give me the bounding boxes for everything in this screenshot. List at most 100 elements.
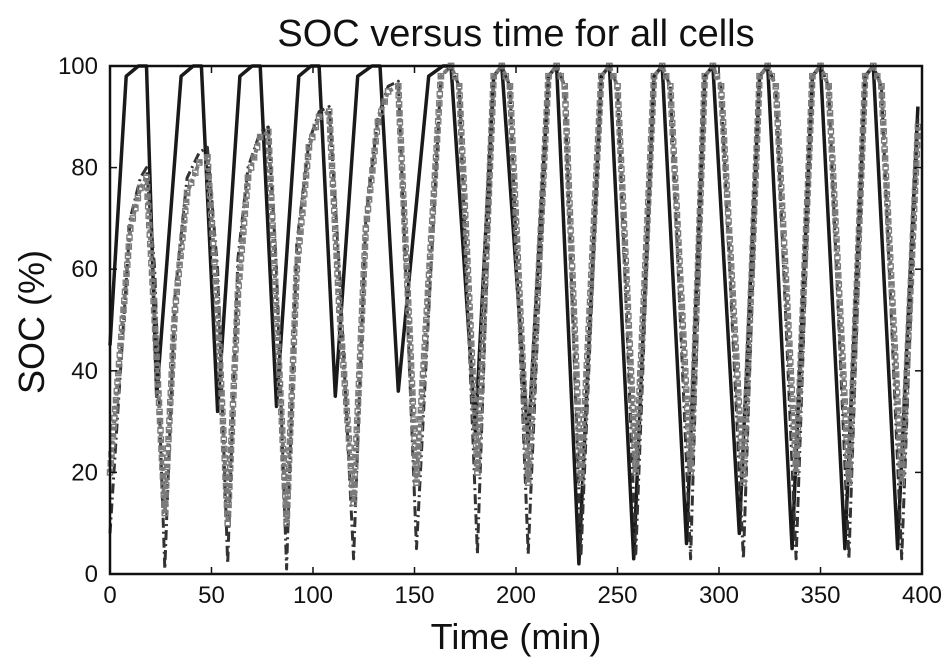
series-marker (275, 362, 283, 369)
series-marker (689, 406, 697, 413)
series-marker (649, 108, 656, 116)
series-marker (781, 257, 789, 265)
series-marker (237, 255, 245, 262)
series-marker (785, 322, 792, 329)
series-marker (398, 155, 405, 162)
series-marker (229, 410, 236, 417)
series-marker (399, 191, 407, 198)
series-marker (460, 174, 467, 182)
series-marker (419, 379, 426, 387)
series-marker (465, 294, 473, 301)
series-marker (474, 460, 482, 467)
series-marker (566, 200, 573, 207)
series-marker (565, 173, 572, 180)
series-marker (828, 137, 835, 144)
series-marker (847, 425, 855, 432)
series-marker (353, 435, 360, 443)
series-marker (736, 407, 743, 414)
series-marker (879, 110, 887, 117)
series-marker (776, 165, 784, 173)
series-marker (361, 252, 368, 260)
series-marker (699, 126, 707, 134)
series-marker (214, 315, 222, 323)
series-marker (564, 146, 571, 153)
series-marker (484, 216, 492, 224)
series-marker (645, 180, 653, 188)
series-marker (748, 262, 756, 270)
series-marker (696, 226, 703, 233)
series-marker (414, 452, 422, 459)
series-marker (610, 72, 617, 80)
series-marker (424, 289, 432, 297)
series-marker (183, 189, 191, 197)
series-marker (832, 227, 840, 234)
series-marker (896, 434, 903, 441)
series-marker (411, 443, 419, 450)
series-marker (470, 395, 478, 403)
series-marker (894, 407, 902, 414)
series-marker (284, 483, 292, 491)
series-marker (697, 198, 704, 206)
series-marker (332, 234, 339, 242)
series-marker (835, 290, 843, 297)
series-marker (750, 217, 758, 224)
series-marker (424, 298, 431, 306)
series-marker (590, 226, 597, 233)
series-marker (802, 235, 809, 242)
series-marker (858, 154, 866, 161)
series-marker (542, 118, 550, 125)
series-marker (878, 92, 886, 99)
series-marker (889, 308, 897, 315)
series-marker (520, 380, 527, 387)
series-marker (691, 361, 698, 368)
series-marker (580, 425, 587, 432)
series-marker (474, 451, 482, 458)
series-marker (270, 241, 277, 248)
series-marker (120, 306, 127, 314)
series-marker (220, 445, 228, 453)
series-marker (402, 245, 409, 252)
series-marker (509, 146, 517, 153)
series-marker (788, 386, 796, 393)
series-marker (899, 451, 907, 459)
series-marker (676, 266, 684, 274)
series-marker (747, 298, 754, 306)
series-marker (536, 253, 543, 261)
series-marker (338, 334, 345, 341)
series-marker (563, 137, 571, 144)
series-marker (861, 81, 869, 89)
series-marker (176, 261, 183, 269)
series-marker (513, 227, 520, 234)
series-marker (297, 228, 304, 235)
series-marker (642, 262, 649, 269)
series-marker (434, 127, 441, 134)
series-marker (525, 461, 533, 468)
series-marker (228, 437, 235, 445)
series-marker (224, 510, 232, 518)
series-marker (629, 395, 636, 403)
series-marker (209, 230, 216, 237)
series-marker (181, 216, 188, 224)
series-marker (347, 462, 355, 470)
series-marker (123, 270, 130, 277)
x-tick-label: 0 (103, 582, 116, 609)
series-marker (797, 361, 804, 368)
series-marker (887, 272, 895, 279)
series-marker (244, 174, 252, 182)
series-marker (112, 405, 119, 413)
series-marker (230, 382, 238, 390)
x-tick-label: 400 (902, 582, 942, 609)
series-marker (900, 442, 907, 450)
series-marker (697, 189, 704, 197)
series-marker (733, 353, 740, 360)
series-marker (354, 417, 361, 424)
series-marker (283, 519, 290, 527)
series-marker (295, 247, 302, 254)
series-marker (782, 266, 789, 274)
series-marker (673, 202, 680, 210)
series-marker (827, 128, 835, 135)
series-marker (809, 72, 816, 80)
series-marker (624, 294, 631, 301)
series-marker (205, 173, 212, 180)
series-marker (528, 416, 535, 423)
